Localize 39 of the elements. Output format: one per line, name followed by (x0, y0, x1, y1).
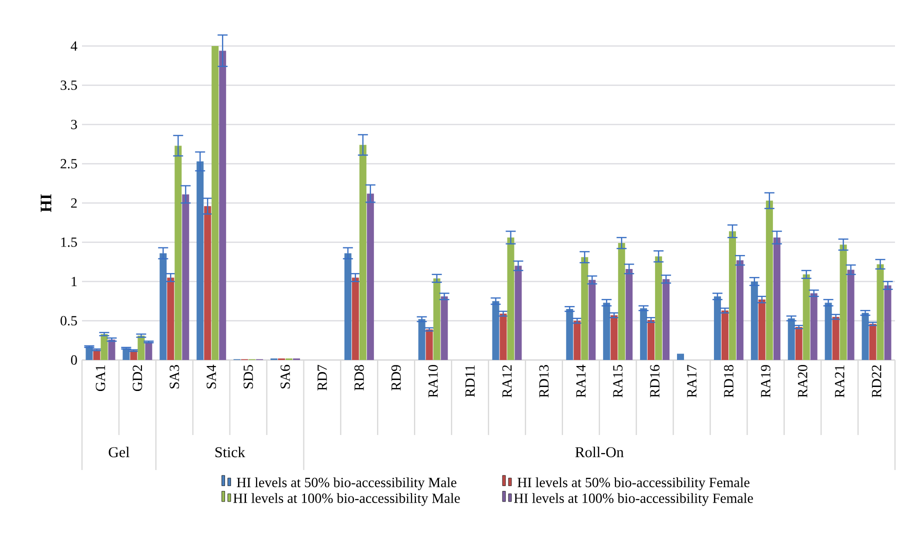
x-tick-label: RD11 (465, 365, 475, 397)
legend-label: HI levels at 100% bio-accessibility Male (233, 493, 460, 506)
x-tick-label: RD18 (724, 365, 734, 398)
x-tick-label: RA10 (428, 365, 438, 398)
text: Stick (215, 446, 246, 458)
y-tick-label: 4 (70, 41, 78, 51)
x-tick-label: SA6 (280, 364, 290, 388)
x-tick-label: RA19 (760, 365, 770, 398)
x-tick-label: GA1 (96, 365, 106, 392)
x-tick-label: RA12 (502, 365, 512, 398)
text: Roll-On (575, 446, 624, 458)
y-tick-label: 0 (71, 355, 77, 365)
legend-label: HI levels at 100% bio-accessibility Female (514, 493, 753, 506)
y-tick-label: 3.5 (60, 80, 77, 90)
y-tick-label: 0.5 (60, 316, 77, 326)
x-tick-label: RD9 (391, 365, 401, 390)
text: Gel (108, 446, 130, 458)
x-tick-label: RD7 (318, 364, 327, 390)
y-tick-label: 2.5 (60, 159, 77, 168)
y-axis-title: HI (40, 194, 52, 212)
x-tick-label: RD16 (650, 364, 660, 398)
x-tick-label: SA3 (170, 365, 180, 388)
x-tick-label: RA15 (613, 365, 623, 398)
x-tick-label: RD22 (872, 365, 882, 398)
x-tick-label: SD5 (244, 365, 253, 388)
y-tick-label: 3 (71, 120, 77, 130)
y-tick-label: 1.5 (61, 238, 77, 247)
x-tick-label: RA21 (834, 365, 844, 398)
x-tick-label: RD13 (539, 365, 549, 398)
x-tick-label: RA14 (576, 364, 586, 398)
x-tick-label: RD8 (354, 365, 364, 390)
x-tick-label: SA4 (206, 364, 216, 388)
x-tick-label: RA20 (798, 365, 808, 398)
y-tick-label: 1 (72, 276, 77, 286)
x-tick-label: GD2 (132, 365, 142, 392)
x-tick-label: RA17 (687, 364, 696, 398)
legend-label: HI levels at 50% bio-accessibility Female (518, 477, 750, 490)
y-tick-label: 2 (71, 198, 77, 208)
legend-label: HI levels at 50% bio-accessibility Male (236, 477, 456, 490)
